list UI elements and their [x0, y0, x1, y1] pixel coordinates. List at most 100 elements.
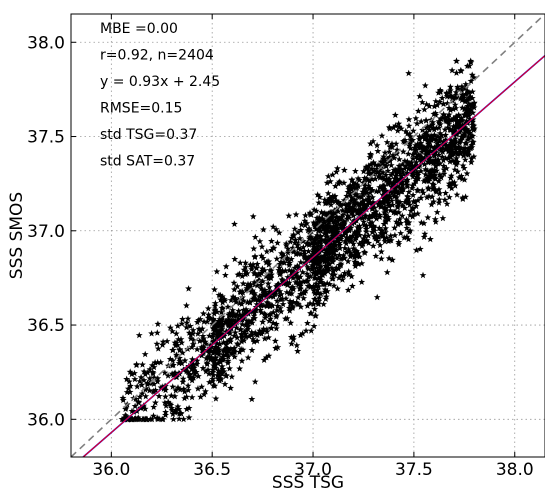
- data-point: [284, 245, 292, 252]
- data-point: [276, 292, 284, 299]
- data-point: [435, 151, 443, 158]
- data-point: [155, 415, 163, 422]
- data-point: [305, 225, 313, 232]
- data-point: [426, 175, 434, 182]
- data-point: [275, 266, 283, 274]
- data-point: [411, 144, 418, 151]
- data-point: [403, 233, 411, 240]
- data-point: [368, 169, 376, 177]
- data-point: [393, 197, 401, 205]
- data-point: [344, 286, 352, 293]
- data-point: [341, 269, 349, 277]
- data-point: [455, 174, 463, 181]
- data-point: [417, 167, 425, 175]
- data-point: [193, 345, 201, 353]
- data-point: [466, 93, 474, 100]
- data-point: [383, 234, 391, 241]
- data-point: [250, 269, 258, 277]
- data-point: [383, 268, 391, 276]
- data-point: [387, 232, 395, 239]
- data-point: [153, 329, 161, 336]
- data-point: [349, 232, 356, 239]
- data-point: [363, 222, 370, 229]
- data-point: [273, 325, 280, 332]
- data-point: [406, 140, 414, 147]
- data-point: [328, 253, 336, 260]
- data-point: [340, 272, 347, 280]
- data-point: [123, 375, 131, 383]
- data-point: [137, 373, 145, 381]
- data-point: [321, 219, 329, 226]
- data-point: [403, 177, 411, 184]
- data-point: [432, 187, 440, 194]
- data-point: [464, 136, 472, 143]
- y-tick-label: 37.0: [27, 222, 65, 242]
- data-point: [424, 158, 432, 165]
- data-point: [379, 159, 387, 166]
- data-point: [288, 290, 296, 297]
- data-point: [169, 410, 177, 417]
- data-point: [168, 406, 176, 414]
- data-point: [249, 287, 256, 294]
- data-point: [214, 335, 222, 342]
- data-point: [362, 196, 370, 203]
- data-point: [412, 202, 420, 210]
- data-point: [135, 331, 143, 339]
- data-point: [269, 244, 277, 251]
- data-point: [405, 165, 412, 172]
- data-point: [240, 337, 248, 344]
- data-point: [293, 272, 300, 280]
- data-point: [238, 357, 246, 364]
- data-point: [468, 155, 475, 162]
- data-point: [356, 224, 363, 232]
- data-point: [408, 163, 416, 170]
- data-point: [211, 317, 219, 325]
- data-point: [372, 252, 380, 259]
- data-point: [454, 158, 461, 165]
- data-point: [251, 252, 259, 260]
- data-point: [471, 125, 478, 132]
- data-point: [401, 198, 409, 206]
- data-point: [317, 276, 325, 284]
- data-point: [126, 368, 134, 375]
- data-point: [146, 374, 154, 382]
- data-point: [306, 209, 314, 216]
- data-point: [239, 289, 247, 296]
- data-point: [273, 297, 281, 304]
- data-point: [343, 201, 351, 209]
- data-point: [350, 245, 358, 252]
- data-point: [162, 393, 169, 400]
- data-point: [251, 378, 259, 385]
- data-point: [297, 331, 305, 339]
- data-point: [297, 273, 304, 280]
- data-point: [241, 309, 249, 317]
- data-point: [311, 269, 319, 277]
- data-point: [169, 346, 177, 353]
- data-point: [223, 344, 231, 352]
- data-point: [440, 162, 448, 169]
- data-point: [208, 320, 216, 327]
- data-point: [453, 154, 460, 162]
- data-point: [249, 213, 257, 220]
- data-point: [335, 251, 343, 259]
- data-point: [431, 152, 439, 159]
- data-point: [438, 131, 446, 139]
- data-point: [380, 187, 388, 194]
- data-point: [430, 198, 437, 205]
- data-point: [209, 368, 217, 375]
- data-point: [206, 378, 213, 386]
- data-point: [423, 124, 430, 131]
- data-point: [324, 225, 331, 232]
- data-point: [438, 94, 446, 102]
- data-point: [142, 392, 150, 400]
- data-point: [292, 236, 300, 243]
- data-point: [311, 305, 319, 313]
- data-point: [340, 252, 347, 259]
- data-point: [279, 276, 287, 284]
- data-point: [229, 306, 237, 314]
- data-point: [208, 343, 216, 351]
- data-point: [465, 129, 473, 137]
- data-point: [207, 347, 214, 354]
- data-point: [349, 184, 357, 191]
- data-point: [199, 332, 207, 340]
